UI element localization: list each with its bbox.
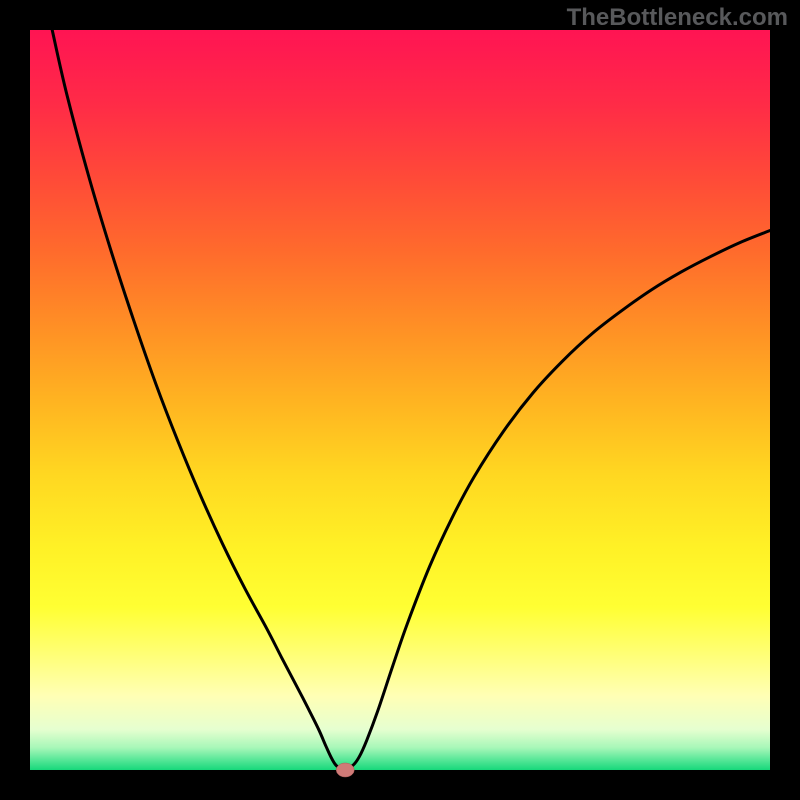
chart-svg	[0, 0, 800, 800]
watermark-text: TheBottleneck.com	[567, 4, 788, 32]
plot-background	[30, 30, 770, 770]
optimal-point-marker	[336, 763, 354, 777]
bottleneck-chart: TheBottleneck.com	[0, 0, 800, 800]
